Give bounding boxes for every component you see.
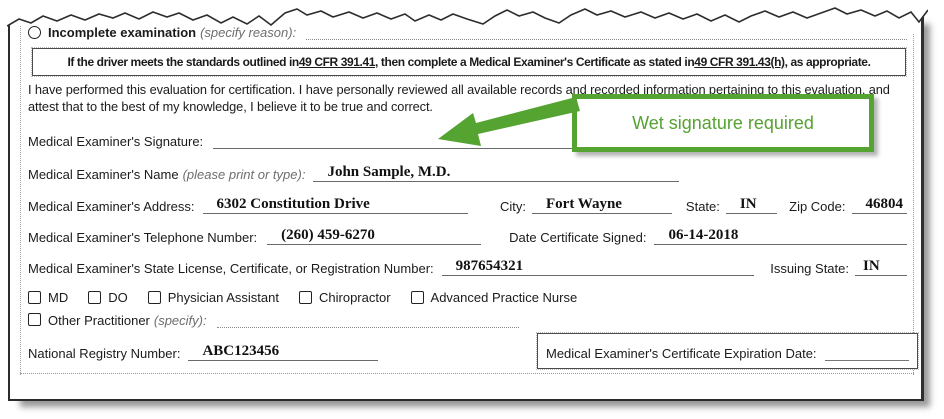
expiration-label: Medical Examiner's Certificate Expiratio… — [546, 346, 817, 361]
registry-row: National Registry Number: ABC123456 — [28, 343, 907, 361]
license-row: Medical Examiner's State License, Certif… — [28, 258, 907, 276]
cfr-391-43h-link: 49 CFR 391.43(h) — [694, 55, 785, 69]
registry-field[interactable]: ABC123456 — [188, 343, 379, 361]
incomplete-exam-hint: (specify reason): — [200, 25, 297, 40]
chiropractor-checkbox[interactable] — [299, 291, 312, 304]
other-practitioner-checkbox[interactable] — [28, 313, 41, 326]
advanced-practice-nurse-checkbox[interactable] — [410, 291, 424, 304]
address-row: Medical Examiner's Address: 6302 Constit… — [28, 196, 907, 214]
phone-field[interactable]: (260) 459-6270 — [267, 227, 482, 245]
section-border-right — [913, 34, 914, 375]
incomplete-exam-label: Incomplete examination — [48, 25, 197, 40]
other-practitioner-row: Other Practitioner (specify): — [28, 312, 907, 328]
chiropractor-label: Chiropractor — [319, 290, 391, 305]
name-row: Medical Examiner's Name (please print or… — [28, 164, 907, 182]
attestation-text: I have performed this evaluation for cer… — [28, 82, 890, 114]
wet-signature-annotation: Wet signature required — [572, 94, 874, 152]
advanced-practice-nurse-label: Advanced Practice Nurse — [430, 290, 578, 305]
name-hint: (please print or type): — [182, 167, 306, 182]
cfr-391-41-link: 49 CFR 391.41 — [298, 55, 376, 69]
other-practitioner-hint: (specify): — [153, 313, 207, 328]
expiration-field[interactable] — [824, 346, 909, 361]
signature-row: Medical Examiner's Signature: — [28, 131, 907, 149]
md-checkbox[interactable] — [28, 291, 41, 304]
license-field[interactable]: 987654321 — [441, 258, 755, 276]
incomplete-exam-row: Incomplete examination (specify reason): — [28, 24, 907, 40]
license-label: Medical Examiner's State License, Certif… — [28, 261, 434, 276]
md-label: MD — [48, 290, 69, 305]
city-field[interactable]: Fort Wayne — [532, 196, 672, 214]
incomplete-reason-field[interactable] — [306, 24, 907, 40]
phone-row: Medical Examiner's Telephone Number: (26… — [28, 227, 907, 245]
state-label: State: — [685, 199, 720, 214]
practitioner-type-row: MD DO Physician Assistant Chiropractor A… — [28, 290, 907, 305]
other-practitioner-field[interactable] — [216, 312, 519, 328]
signature-field[interactable] — [213, 131, 732, 149]
physician-assistant-label: Physician Assistant — [167, 290, 279, 305]
issuing-state-label: Issuing State: — [770, 261, 849, 276]
address-field[interactable]: 6302 Constitution Drive — [202, 196, 468, 214]
zip-label: Zip Code: — [789, 199, 846, 214]
wet-signature-annotation-text: Wet signature required — [632, 112, 814, 133]
section-border-left — [20, 26, 21, 375]
phone-label: Medical Examiner's Telephone Number: — [28, 230, 258, 245]
city-label: City: — [500, 199, 526, 214]
expiration-box: Medical Examiner's Certificate Expiratio… — [536, 332, 919, 370]
cfr-statement-mid: , then complete a Medical Examiner's Cer… — [375, 55, 695, 69]
section-border-bottom — [20, 373, 914, 374]
issuing-state-field[interactable]: IN — [855, 258, 907, 276]
physician-assistant-checkbox[interactable] — [147, 291, 161, 304]
cfr-statement-post: , as appropriate. — [784, 55, 871, 69]
date-signed-field[interactable]: 06-14-2018 — [654, 227, 907, 245]
do-checkbox[interactable] — [88, 291, 102, 304]
address-label: Medical Examiner's Address: — [28, 199, 195, 214]
other-practitioner-label: Other Practitioner — [48, 313, 150, 328]
cfr-statement-pre: If the driver meets the standards outlin… — [67, 55, 299, 69]
do-label: DO — [108, 290, 128, 305]
cfr-statement-box: If the driver meets the standards outlin… — [31, 47, 907, 77]
date-signed-label: Date Certificate Signed: — [509, 230, 647, 245]
form-page: Incomplete examination (specify reason):… — [7, 0, 928, 401]
zip-field[interactable]: 46804 — [851, 196, 907, 214]
incomplete-exam-radio[interactable] — [28, 25, 41, 39]
state-field[interactable]: IN — [725, 196, 778, 214]
registry-label: National Registry Number: — [28, 346, 181, 361]
name-label: Medical Examiner's Name — [28, 167, 179, 182]
name-field[interactable]: John Sample, M.D. — [313, 164, 680, 182]
signature-label: Medical Examiner's Signature: — [28, 134, 204, 149]
